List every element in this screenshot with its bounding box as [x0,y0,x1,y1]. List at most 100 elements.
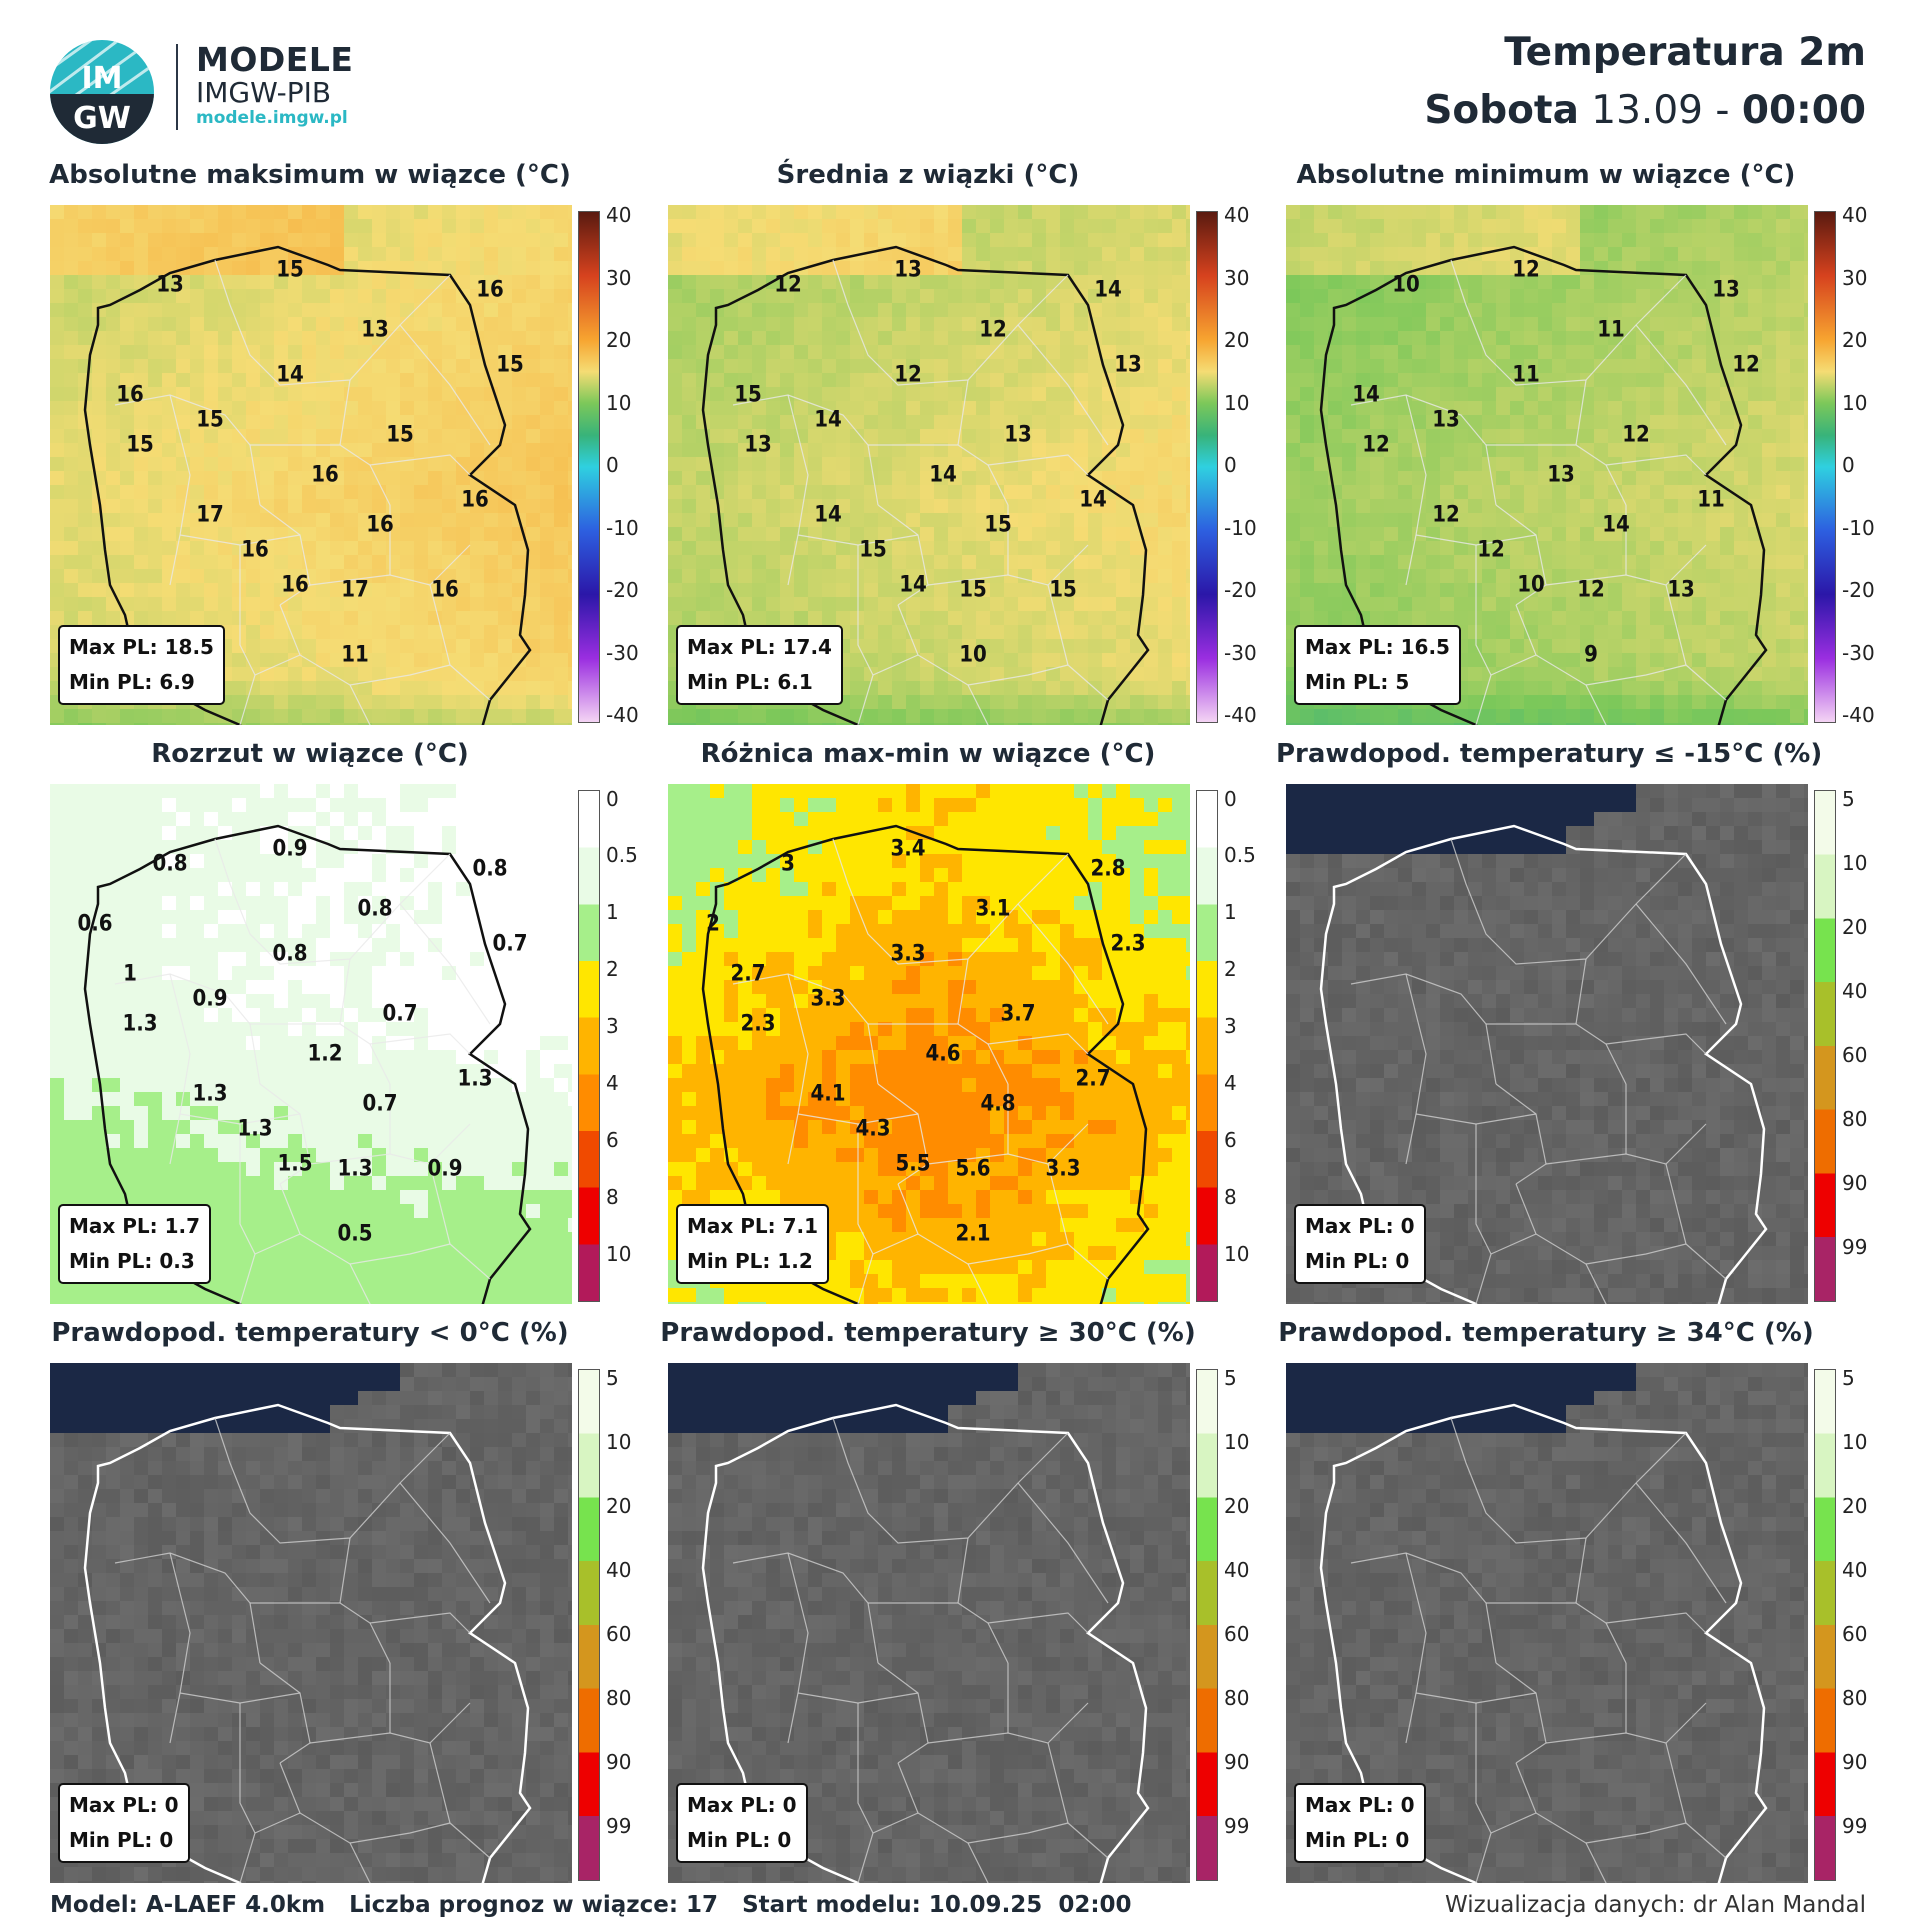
value-label: 2.7 [1075,1066,1111,1092]
brand-url[interactable]: modele.imgw.pl [196,108,348,128]
map-panel: Max PL: 0 Min PL: 0 [668,1363,1190,1883]
voivodeship-boundary [868,1602,1009,1664]
voivodeship-boundary [339,1537,351,1604]
value-label: 1.3 [337,1156,373,1182]
voivodeship-boundary [1017,324,1109,446]
footer-members: Liczba prognoz w wiązce: 17 [349,1892,719,1918]
max-pl: Max PL: 0 [69,1793,179,1817]
value-label: 10 [1517,572,1545,598]
voivodeship-boundary [868,1023,1009,1085]
colorbar [1814,211,1836,723]
stats-box: Max PL: 0 Min PL: 0 [676,1783,808,1863]
value-label: 16 [366,512,394,538]
colorbar-tick: 10 [1224,1429,1250,1454]
voivodeship-boundary [957,958,969,1025]
voivodeship-boundary [957,379,969,446]
colorbar-tick: 0.5 [1224,843,1256,868]
voivodeship-boundary [1486,1023,1627,1085]
voivodeship-boundary [369,1612,471,1634]
max-pl: Max PL: 0 [687,1793,797,1817]
voivodeship-boundary [349,1243,451,1265]
colorbar-tick: -40 [606,703,639,727]
voivodeship-boundary [957,1537,969,1604]
voivodeship-boundary [987,1033,1089,1055]
voivodeship-boundary [259,504,311,606]
voivodeship-boundary [259,1083,311,1185]
colorbar-tick: 80 [1224,1685,1250,1710]
value-label: 12 [1477,537,1505,563]
colorbar-tick: 40 [1224,1557,1250,1582]
voivodeship-boundary [369,454,471,476]
voivodeship-boundary [250,1602,391,1664]
max-pl: Max PL: 0 [1305,1793,1415,1817]
voivodeship-boundary [732,394,879,506]
date-separator: - [1715,88,1730,133]
value-label: 10 [1392,272,1420,298]
voivodeship-boundary [239,545,256,725]
voivodeship-boundary [1635,324,1727,446]
value-label: 1 [123,961,137,987]
voivodeship-boundary [114,394,261,506]
value-label: 12 [1577,577,1605,603]
colorbar-tick: 20 [1224,1493,1250,1518]
voivodeship-boundary [250,1023,391,1085]
value-label: 14 [1079,487,1107,513]
map-panel: 0.8 0.9 0.8 0.6 0.8 0.7 1 0.8 0.9 1.3 0.7 1.2 1.3 1.3… [50,784,572,1304]
panel-title: Prawdopod. temperatury < 0°C (%) [51,1318,569,1348]
voivodeship-boundary [1585,1243,1687,1265]
stats-box: Max PL: 17.4 Min PL: 6.1 [676,625,843,705]
colorbar-tick: -10 [606,515,639,540]
value-label: 2.3 [740,1011,776,1037]
value-label: 2.1 [955,1221,991,1247]
voivodeship-boundary [1605,1612,1707,1634]
colorbar-tick: 0.5 [606,843,638,868]
voivodeship-boundary [259,1662,311,1764]
voivodeship-boundary [1405,973,1427,1165]
colorbar [578,790,600,1302]
poland-border [701,824,1150,1304]
map-panel: Max PL: 0 Min PL: 0 [1286,784,1808,1304]
value-label: 0.6 [77,911,113,937]
panel-title: Absolutne minimum w wiązce (°C) [1296,160,1796,190]
colorbar-tick: 10 [1224,1241,1250,1266]
colorbar-tick: 5 [1224,1365,1237,1390]
colorbar-tick: 40 [1842,203,1868,227]
colorbar [1196,790,1218,1302]
colorbar-tick: 3 [1224,1014,1237,1039]
value-label: 0.8 [357,896,393,922]
stats-box: Max PL: 0 Min PL: 0 [58,1783,190,1863]
value-label: 16 [311,462,339,488]
colorbar-tick: 40 [1842,978,1868,1003]
value-label: 1.3 [192,1081,228,1107]
value-label: 9 [1584,642,1598,668]
voivodeship-boundary [987,454,1089,476]
value-label: 0.8 [152,851,188,877]
colorbar-tick: -20 [1224,578,1257,602]
voivodeship-boundary [169,394,191,586]
value-label: 13 [744,432,772,458]
colorbar-tick: 90 [1224,1749,1250,1774]
value-label: 16 [241,537,269,563]
colorbar-tick: 20 [1842,328,1868,352]
voivodeship-boundary [349,1822,451,1844]
value-label: 13 [894,257,922,283]
value-label: 15 [276,257,304,283]
value-label: 0.5 [337,1221,373,1247]
colorbar-tick: 80 [1842,1685,1868,1710]
voivodeship-boundary [857,545,874,725]
colorbar-tick: 99 [1224,1813,1250,1838]
voivodeship-boundary [114,1552,261,1664]
colorbar-tick: 30 [1224,265,1250,290]
colorbar-tick: 90 [1842,1749,1868,1774]
voivodeship-boundary [1495,1662,1547,1764]
colorbar-tick: 20 [1842,914,1868,939]
colorbar [1814,790,1836,1302]
colorbar-tick: 8 [606,1184,619,1209]
value-label: 15 [734,382,762,408]
colorbar-tick: 30 [1842,265,1868,290]
min-pl: Min PL: 6.9 [69,670,195,694]
voivodeship-boundary [787,1552,809,1744]
time-value: 00:00 [1741,88,1866,133]
colorbar-tick: 4 [606,1071,619,1095]
colorbar [578,211,600,723]
